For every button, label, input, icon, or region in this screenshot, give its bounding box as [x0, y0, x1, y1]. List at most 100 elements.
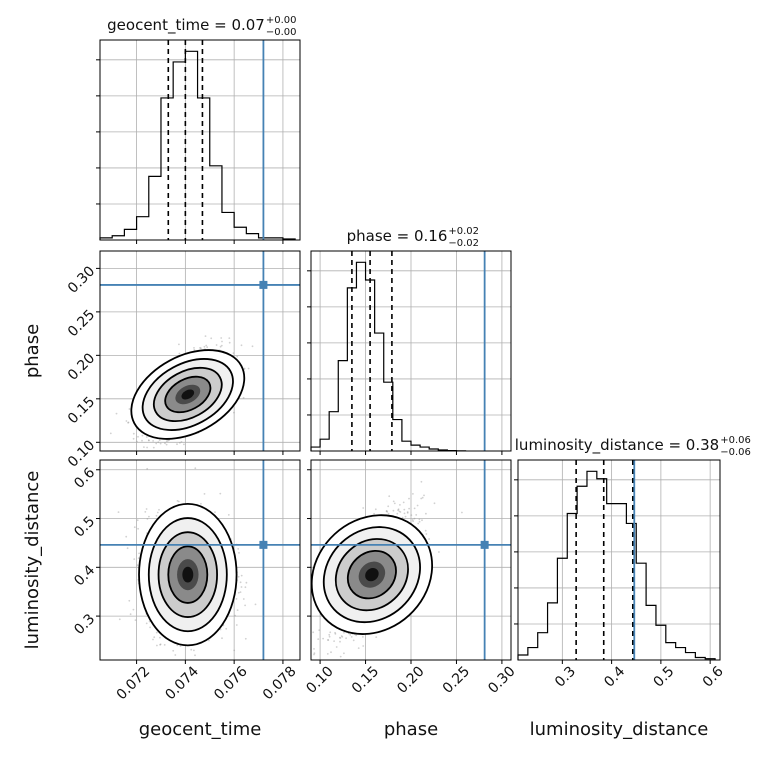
sample-point [396, 512, 399, 515]
sample-point [433, 502, 436, 505]
sample-point [165, 663, 167, 665]
density-level [181, 389, 195, 400]
truth-marker [259, 280, 268, 289]
sample-point [200, 347, 202, 350]
sample-point [206, 346, 209, 349]
title-subscript: −0.06 [720, 447, 751, 458]
sample-point [413, 517, 416, 520]
sample-point [210, 337, 213, 340]
sample-point [132, 432, 135, 435]
sample-point [193, 649, 195, 652]
sample-point [190, 648, 193, 651]
sample-point [137, 435, 139, 438]
sample-point [417, 522, 420, 525]
panel-frame [517, 459, 721, 661]
hist-panel-phase: phase = 0.16 +0.02−0.02 [307, 226, 512, 452]
sample-point [152, 446, 155, 449]
sample-point [152, 638, 154, 641]
sample-point [200, 664, 202, 666]
sample-point [193, 349, 196, 351]
sample-point [245, 581, 248, 584]
sample-point [388, 495, 391, 498]
sample-point [412, 520, 414, 523]
sample-point [176, 443, 178, 446]
sample-point [200, 502, 202, 505]
sample-point [237, 591, 240, 594]
sample-point [220, 337, 223, 339]
sample-point [341, 636, 344, 638]
sample-point [387, 505, 390, 508]
truth-marker [480, 540, 489, 549]
y-tick-label: 0.10 [65, 437, 98, 470]
sample-point [199, 347, 201, 349]
sample-point [318, 629, 321, 631]
density-level [365, 567, 379, 582]
sample-point [343, 652, 345, 655]
sample-point [357, 647, 360, 649]
sample-point [159, 643, 162, 646]
scatter-panel-phase-luminosity_distance [307, 459, 512, 664]
sample-point [339, 636, 341, 639]
sample-point [403, 508, 406, 511]
sample-point [335, 646, 338, 648]
sample-point [326, 653, 329, 655]
sample-point [327, 639, 329, 641]
sample-point [167, 439, 170, 442]
sample-point [312, 631, 315, 634]
sample-point [330, 651, 332, 654]
sample-point [221, 340, 223, 343]
sample-point [244, 637, 247, 640]
sample-point [172, 649, 175, 652]
sample-point [145, 508, 148, 510]
panel-content [117, 467, 257, 666]
contour-line [311, 514, 434, 635]
sample-point [203, 345, 206, 348]
contour-line [157, 531, 218, 618]
sample-point [254, 603, 257, 606]
scatter-panel-geocent_time-luminosity_distance [96, 459, 301, 666]
sample-point [425, 533, 428, 535]
title-subscript: −0.00 [266, 27, 297, 38]
sample-point [247, 367, 250, 370]
x-axis-label: geocent_time [139, 719, 262, 740]
sample-point [221, 637, 223, 640]
sample-point [242, 396, 245, 399]
sample-point [240, 586, 243, 588]
y-tick-label: 0.15 [65, 394, 98, 427]
sample-point [156, 644, 158, 647]
panel-title: luminosity_distance = 0.38 [515, 436, 719, 455]
sample-point [387, 512, 390, 515]
sample-point [177, 500, 180, 503]
sample-point [345, 637, 347, 640]
sample-point [228, 341, 231, 344]
sample-point [428, 538, 430, 540]
sample-point [118, 618, 121, 621]
scatter-panel-geocent_time-phase [96, 250, 301, 456]
sample-point [406, 512, 409, 514]
sample-point [362, 507, 365, 509]
sample-point [398, 510, 401, 513]
y-tick-label: 0.4 [71, 562, 98, 589]
sample-point [412, 493, 414, 495]
x-axis-label: phase [384, 719, 438, 740]
sample-point [219, 492, 222, 495]
sample-point [117, 511, 120, 513]
sample-point [133, 558, 136, 560]
panel-title: phase = 0.16 [347, 227, 448, 245]
sample-point [137, 557, 140, 559]
sample-point [242, 598, 245, 600]
sample-point [219, 345, 222, 348]
sample-point [147, 439, 150, 442]
hist-panel-luminosity_distance: luminosity_distance = 0.38 +0.06−0.06 [514, 435, 751, 661]
contour-line [141, 358, 234, 431]
x-tick-label: 0.074 [162, 663, 202, 703]
sample-point [251, 345, 254, 348]
sample-point [343, 631, 345, 634]
sample-point [235, 624, 238, 626]
sample-point [339, 640, 341, 643]
sample-point [225, 627, 228, 630]
x-tick-label: 0.30 [485, 663, 518, 696]
sample-point [322, 637, 324, 640]
sample-point [129, 454, 131, 456]
sample-point [143, 446, 145, 448]
